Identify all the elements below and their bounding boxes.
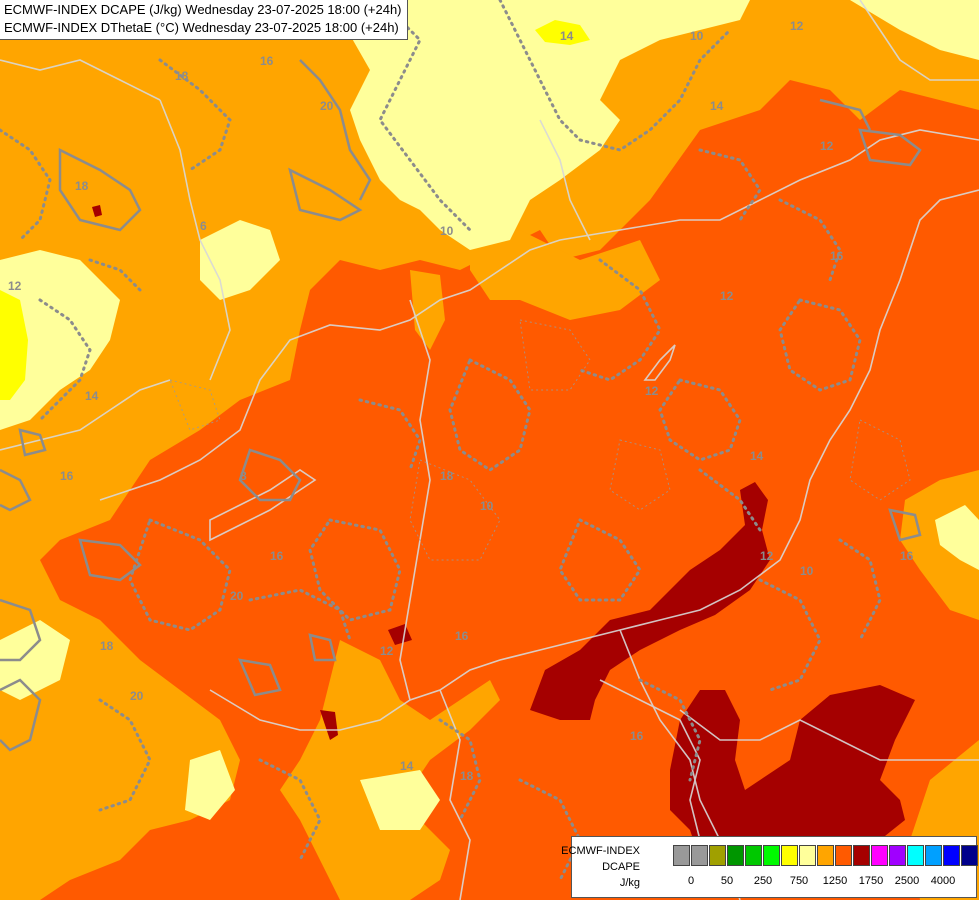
- contour-label: 12: [760, 549, 774, 563]
- contour-label: 20: [320, 99, 334, 113]
- legend-swatch: [943, 845, 960, 866]
- field-250: [0, 20, 590, 400]
- contour-label: 14: [560, 29, 574, 43]
- contour-label: 18: [440, 469, 454, 483]
- contour-label: 18: [75, 179, 89, 193]
- contour-label: 20: [230, 589, 244, 603]
- legend-tick-label: 4000: [930, 875, 956, 887]
- contour-label: 16: [455, 629, 469, 643]
- contour-label: 16: [630, 729, 644, 743]
- contour-label: 16: [900, 549, 914, 563]
- legend-swatch: [817, 845, 834, 866]
- legend-swatches: [673, 845, 979, 867]
- contours-solid: [0, 59, 922, 752]
- title-line-dcape: ECMWF-INDEX DCAPE (J/kg) Wednesday 23-07…: [4, 2, 402, 17]
- legend-swatch: [763, 845, 780, 866]
- contour-label: 8: [240, 469, 247, 483]
- legend-swatch: [853, 845, 870, 866]
- contour-label: 10: [440, 224, 454, 238]
- legend-tick-label: 0: [687, 875, 695, 887]
- legend-unit: J/kg: [619, 877, 640, 889]
- legend-swatch: [709, 845, 726, 866]
- legend-swatch: [871, 845, 888, 866]
- contour-label: 12: [790, 19, 804, 33]
- contours-thin: [169, 319, 911, 561]
- legend-swatch: [907, 845, 924, 866]
- contour-label: 14: [750, 449, 764, 463]
- contour-label: 12: [645, 384, 659, 398]
- contour-labels: 14 16 18 20 18 12 10 12 10 14 12 16 18 1…: [8, 19, 914, 783]
- legend-variable: DCAPE: [602, 861, 640, 873]
- contour-label: 12: [720, 289, 734, 303]
- legend-tick-label: 1250: [822, 875, 848, 887]
- contour-label: 16: [60, 469, 74, 483]
- contour-label: 16: [260, 54, 274, 68]
- legend-tick-label: 750: [789, 875, 809, 887]
- legend-swatch: [889, 845, 906, 866]
- legend-tick-label: 50: [720, 875, 734, 887]
- contour-label: 18: [175, 69, 189, 83]
- map-title: ECMWF-INDEX DCAPE (J/kg) Wednesday 23-07…: [0, 0, 408, 40]
- contour-label: 10: [800, 564, 814, 578]
- legend-swatch: [691, 845, 708, 866]
- legend-source: ECMWF-INDEX: [561, 845, 640, 857]
- legend-tick-label: 1750: [858, 875, 884, 887]
- contour-label: 16: [270, 549, 284, 563]
- contour-label: 12: [820, 139, 834, 153]
- contour-label: 18: [100, 639, 114, 653]
- legend-swatch: [925, 845, 942, 866]
- field-1500: [92, 205, 915, 880]
- legend-swatch: [799, 845, 816, 866]
- legend-swatch: [781, 845, 798, 866]
- color-legend: ECMWF-INDEX DCAPE J/kg 0 50 250 750 1250 1750…: [561, 836, 979, 898]
- contour-label: 14: [85, 389, 99, 403]
- contour-label: 12: [380, 644, 394, 658]
- contour-label: 6: [200, 219, 207, 233]
- title-line-dthetae: ECMWF-INDEX DThetaE (°C) Wednesday 23-07…: [4, 20, 399, 35]
- legend-tick-label: 250: [753, 875, 773, 887]
- contour-label: 18: [460, 769, 474, 783]
- contour-label: 10: [480, 499, 494, 513]
- legend-ticks: 0 50 250 750 1250 1750 2500 4000: [673, 875, 973, 889]
- legend-swatch: [745, 845, 762, 866]
- legend-swatch: [835, 845, 852, 866]
- legend-tick-label: 2500: [894, 875, 920, 887]
- legend-swatch: [961, 845, 978, 866]
- contour-label: 14: [710, 99, 724, 113]
- legend-swatch: [727, 845, 744, 866]
- contour-label: 16: [830, 249, 844, 263]
- contour-label: 10: [690, 29, 704, 43]
- contour-label: 12: [8, 279, 22, 293]
- contour-label: 20: [130, 689, 144, 703]
- contour-label: 14: [400, 759, 414, 773]
- contours-dotted: [0, 0, 882, 882]
- legend-swatch: [673, 845, 690, 866]
